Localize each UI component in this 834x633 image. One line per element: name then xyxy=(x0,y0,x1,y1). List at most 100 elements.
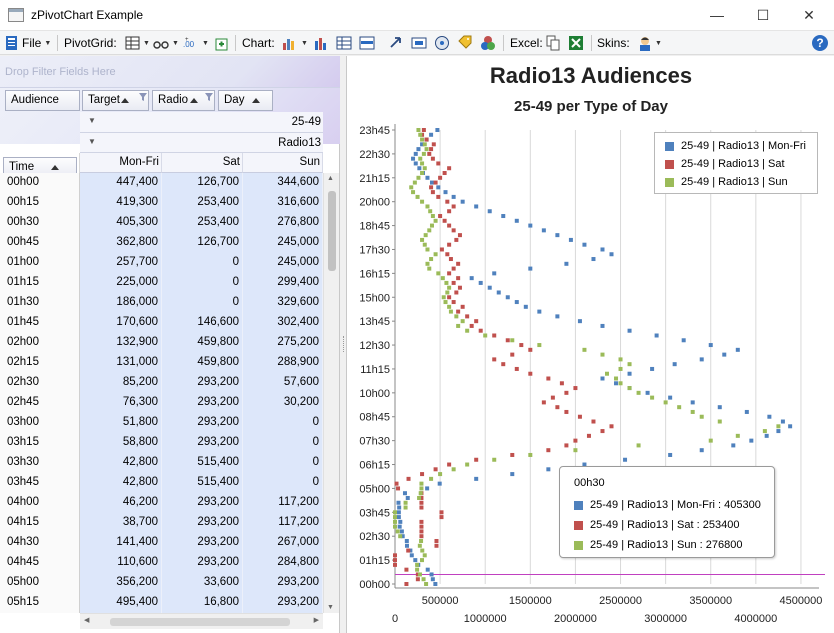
data-point[interactable] xyxy=(447,304,452,309)
data-point[interactable] xyxy=(451,204,456,209)
data-point[interactable] xyxy=(460,319,465,324)
data-point[interactable] xyxy=(438,214,443,219)
data-point[interactable] xyxy=(591,419,596,424)
data-point[interactable] xyxy=(436,194,441,199)
table-row[interactable]: 04h30 141,400 293,200 267,000 xyxy=(0,533,323,553)
data-point[interactable] xyxy=(564,261,569,266)
data-point[interactable] xyxy=(505,338,510,343)
data-point[interactable] xyxy=(438,472,443,477)
data-point[interactable] xyxy=(411,190,416,195)
data-point[interactable] xyxy=(528,266,533,271)
data-point[interactable] xyxy=(478,280,483,285)
table-cell[interactable]: 447,400 xyxy=(80,173,162,193)
data-point[interactable] xyxy=(776,424,781,429)
data-point[interactable] xyxy=(568,237,573,242)
data-point[interactable] xyxy=(492,457,497,462)
table-cell[interactable]: 33,600 xyxy=(162,573,243,593)
data-point[interactable] xyxy=(618,366,623,371)
scatter-chart[interactable]: 00h00 01h15 02h30 03h45 05h00 06h15 07h30 08h45… xyxy=(347,56,834,633)
data-point[interactable] xyxy=(451,266,456,271)
table-cell[interactable]: 0 xyxy=(243,413,323,433)
data-point[interactable] xyxy=(422,553,427,558)
data-point[interactable] xyxy=(510,472,515,477)
table-row[interactable]: 00h15 419,300 253,400 316,600 xyxy=(0,193,323,213)
filter-funnel-icon[interactable] xyxy=(205,93,213,101)
legend-item-sun[interactable]: 25-49 | Radio13 | Sun xyxy=(665,175,788,189)
horizontal-scroll-thumb[interactable] xyxy=(110,618,290,626)
data-point[interactable] xyxy=(434,543,439,548)
table-cell[interactable]: 293,200 xyxy=(162,553,243,573)
data-point[interactable] xyxy=(397,505,402,510)
data-point[interactable] xyxy=(402,491,407,496)
data-point[interactable] xyxy=(776,429,781,434)
data-point[interactable] xyxy=(762,429,767,434)
data-point[interactable] xyxy=(788,424,793,429)
table-cell[interactable]: 117,200 xyxy=(243,493,323,513)
data-point[interactable] xyxy=(425,261,430,266)
data-point[interactable] xyxy=(420,171,425,176)
data-point[interactable] xyxy=(474,476,479,481)
row-header-time[interactable]: 02h30 xyxy=(0,373,80,393)
data-point[interactable] xyxy=(417,495,422,500)
data-point[interactable] xyxy=(436,185,441,190)
day-field-button[interactable]: Day xyxy=(218,90,273,111)
data-point[interactable] xyxy=(393,524,397,529)
data-point[interactable] xyxy=(614,376,619,381)
data-point[interactable] xyxy=(469,323,474,328)
table-cell[interactable]: 117,200 xyxy=(243,513,323,533)
data-point[interactable] xyxy=(442,218,447,223)
legend-item-mon-fri[interactable]: 25-49 | Radio13 | Mon-Fri xyxy=(665,139,806,153)
series-layout-icon[interactable] xyxy=(359,35,375,51)
table-cell[interactable]: 356,200 xyxy=(80,573,162,593)
data-point[interactable] xyxy=(454,237,459,242)
table-cell[interactable]: 0 xyxy=(162,253,243,273)
data-point[interactable] xyxy=(443,300,448,305)
data-point[interactable] xyxy=(577,319,582,324)
data-point[interactable] xyxy=(451,194,456,199)
data-point[interactable] xyxy=(420,472,425,477)
target-field-button[interactable]: Target xyxy=(82,90,149,111)
vertical-scrollbar[interactable]: ▲ ▼ xyxy=(323,173,339,613)
data-point[interactable] xyxy=(717,419,722,424)
data-point[interactable] xyxy=(582,242,587,247)
table-cell[interactable]: 0 xyxy=(243,453,323,473)
data-point[interactable] xyxy=(420,161,425,166)
data-point[interactable] xyxy=(406,548,411,553)
table-cell[interactable]: 126,700 xyxy=(162,233,243,253)
data-point[interactable] xyxy=(440,276,445,281)
data-point[interactable] xyxy=(393,515,397,520)
table-cell[interactable]: 267,000 xyxy=(243,533,323,553)
table-cell[interactable]: 316,600 xyxy=(243,193,323,213)
data-point[interactable] xyxy=(448,309,453,314)
table-cell[interactable]: 58,800 xyxy=(80,433,162,453)
table-cell[interactable]: 275,200 xyxy=(243,333,323,353)
row-header-time[interactable]: 01h15 xyxy=(0,273,80,293)
data-point[interactable] xyxy=(487,285,492,290)
row-header-time[interactable]: 01h30 xyxy=(0,293,80,313)
data-point[interactable] xyxy=(627,371,632,376)
data-point[interactable] xyxy=(528,452,533,457)
data-point[interactable] xyxy=(600,352,605,357)
data-point[interactable] xyxy=(422,166,427,171)
data-point[interactable] xyxy=(419,505,424,510)
skin-avatar-icon[interactable] xyxy=(637,35,653,51)
data-point[interactable] xyxy=(505,295,510,300)
data-point[interactable] xyxy=(438,175,443,180)
data-point[interactable] xyxy=(447,242,452,247)
data-point[interactable] xyxy=(451,228,456,233)
data-point[interactable] xyxy=(690,409,695,414)
table-cell[interactable]: 419,300 xyxy=(80,193,162,213)
data-point[interactable] xyxy=(496,290,501,295)
row-header-time[interactable]: 00h30 xyxy=(0,213,80,233)
data-point[interactable] xyxy=(435,128,440,132)
data-point[interactable] xyxy=(582,347,587,352)
table-cell[interactable]: 132,900 xyxy=(80,333,162,353)
table-cell[interactable]: 186,000 xyxy=(80,293,162,313)
data-point[interactable] xyxy=(419,519,424,524)
data-point[interactable] xyxy=(528,347,533,352)
data-point[interactable] xyxy=(420,142,425,147)
data-point[interactable] xyxy=(429,476,434,481)
data-point[interactable] xyxy=(555,314,560,319)
data-point[interactable] xyxy=(396,510,401,515)
table-cell[interactable]: 126,700 xyxy=(162,173,243,193)
